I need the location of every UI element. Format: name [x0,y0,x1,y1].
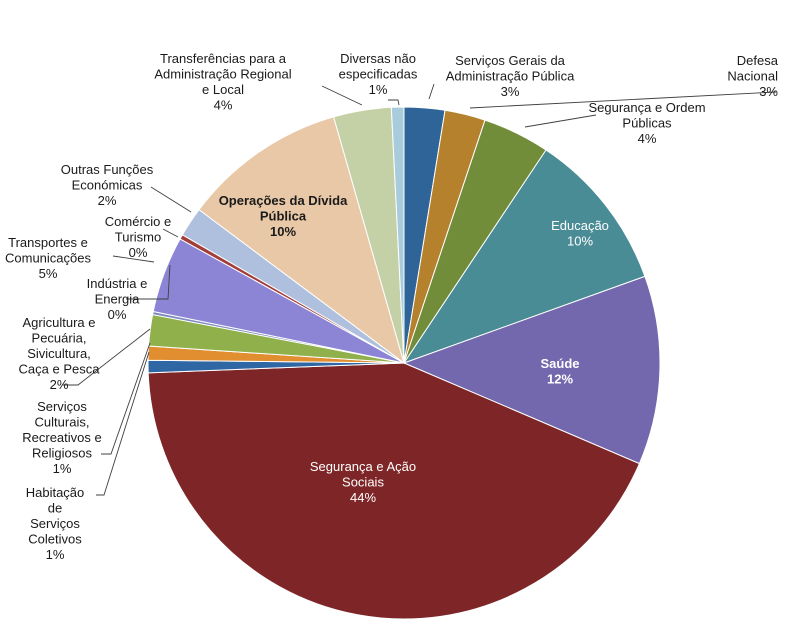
leader-line-seguranca-e-ordem-publicas [524,114,597,128]
leader-lines [63,83,777,496]
leader-line-outras-funcoes-economicas [150,186,192,213]
slice-label-transferencias-para-a-administracao-regional-e-local: Transferências para a Administração Regio… [154,51,291,113]
leader-line-industria-e-energia [126,264,171,300]
slice-label-habitacao-de-servicos-coletivos: Habitação de Serviços Coletivos 1% [26,485,85,562]
slice-label-industria-e-energia: Indústria e Energia 0% [87,276,148,322]
pie-slice-seguranca-e-acao-sociais [147,362,641,620]
slice-labels: Serviços Gerais da Administração Pública 3… [5,51,779,562]
slice-label-diversas-nao-especificadas: Diversas não especificadas 1% [339,51,418,97]
slice-label-transportes-e-comunicacoes: Transportes e Comunicações 5% [5,235,91,281]
leader-line-agricultura-e-pecuaria-sivicultura-caca-e-pesca [63,328,151,386]
slice-label-servicos-gerais-da-administracao-publica: Serviços Gerais da Administração Pública 3… [446,53,575,99]
leader-line-defesa-nacional [469,91,777,109]
pie-slice-saude [402,275,661,465]
pie-slice-diversas-nao-especificadas [390,106,405,364]
slice-label-saude: Saúde 12% [540,356,579,387]
slice-label-educacao: Educação 10% [551,218,609,249]
slice-label-servicos-culturais-recreativos-e-religiosos: Serviços Culturais, Recreativos e Religioso… [22,399,101,476]
leader-line-transferencias-para-a-administracao-regional-e-local [321,85,363,106]
leader-line-servicos-gerais-da-administracao-publica [428,83,435,100]
slice-label-outras-funcoes-economicas: Outras Funções Económicas 2% [61,162,154,208]
slice-label-comercio-e-turismo: Comércio e Turismo 0% [105,214,171,260]
pie-slices [147,106,661,620]
pie-slice-operacoes-da-divida-publica [198,116,405,365]
leader-line-transportes-e-comunicacoes [112,255,155,263]
slice-label-defesa-nacional: Defesa Nacional 3% [727,53,778,99]
leader-line-comercio-e-turismo [162,228,179,238]
slice-label-agricultura-e-pecuaria-sivicultura-caca-e-pesca: Agricultura e Pecuária, Sivicultura, Caça e… [19,315,101,392]
leader-line-diversas-nao-especificadas [388,99,400,106]
slice-label-seguranca-e-acao-sociais: Segurança e Ação Sociais 44% [310,459,416,505]
pie-slice-educacao [402,149,646,364]
leader-line-habitacao-de-servicos-coletivos [96,351,150,496]
slice-label-operacoes-da-divida-publica: Operações da Dívida Pública 10% [219,193,348,239]
leader-line-servicos-culturais-recreativos-e-religiosos [101,342,151,455]
slice-label-seguranca-e-ordem-publicas: Segurança e Ordem Públicas 4% [588,100,705,146]
